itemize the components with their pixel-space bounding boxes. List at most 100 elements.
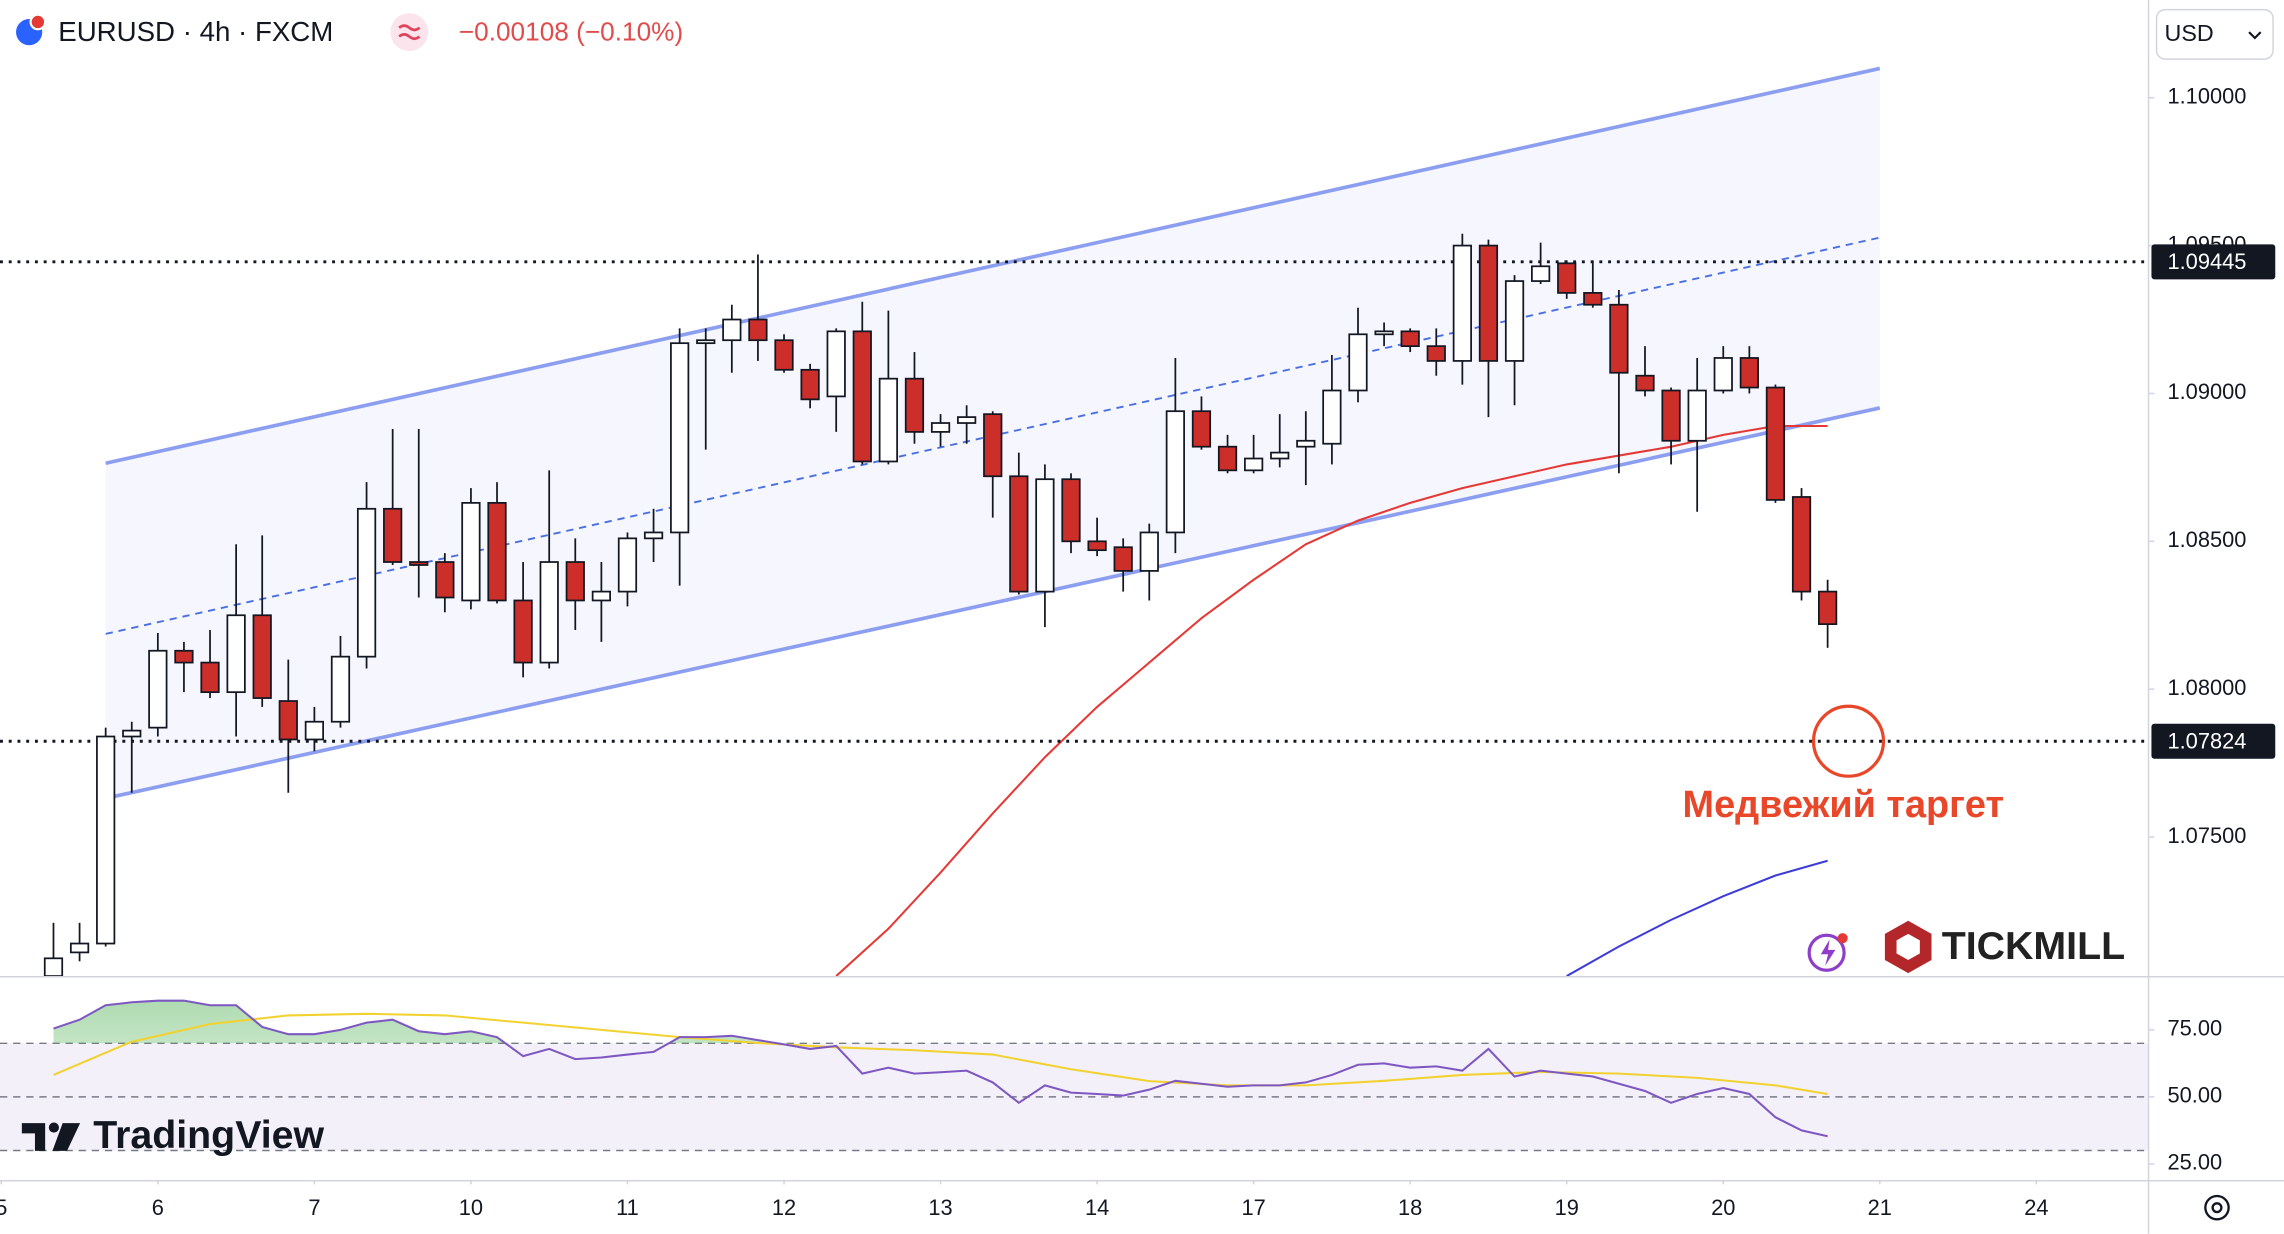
- candle-body: [1818, 590, 1838, 626]
- currency-button[interactable]: [2155, 8, 2274, 60]
- indicator-icon[interactable]: [390, 13, 429, 52]
- candle-body: [826, 330, 846, 398]
- gear-center: [2211, 1202, 2223, 1214]
- candle-body: [96, 735, 116, 945]
- alert-icon[interactable]: [1807, 933, 1846, 972]
- candle-body: [722, 318, 742, 342]
- candle-body: [69, 942, 90, 954]
- candle-body: [461, 502, 481, 602]
- candle-body: [148, 649, 168, 729]
- candle-body: [696, 339, 716, 345]
- candle-body: [1113, 546, 1133, 572]
- candle-body: [1583, 292, 1603, 306]
- candle-body: [878, 377, 898, 463]
- candle-body: [435, 561, 455, 599]
- candle-body: [43, 957, 64, 977]
- level-label-box: [2151, 244, 2276, 280]
- candle-body: [1139, 531, 1159, 572]
- candle-body: [1687, 389, 1707, 442]
- x-tick-label: 7: [308, 1195, 320, 1220]
- tv-mark: [21, 1123, 46, 1151]
- candle-body: [1609, 303, 1629, 374]
- y-tick-label: 1.07500: [2167, 823, 2246, 848]
- candle-body: [1765, 386, 1786, 501]
- candle-body: [252, 614, 272, 699]
- chevron: [2248, 31, 2262, 40]
- candle-body: [748, 318, 768, 342]
- candle-body: [1244, 457, 1264, 472]
- candle-body: [1322, 389, 1342, 445]
- candle-body: [800, 368, 820, 401]
- x-tick-label: 20: [1711, 1195, 1735, 1220]
- y-tick-label: 1.09000: [2167, 379, 2246, 404]
- x-tick-label: 13: [928, 1195, 952, 1220]
- channel-line: [105, 406, 1881, 801]
- overlay: EURUSD · 4h · FXCM −0.00108 (−0.10%) USD…: [16, 8, 2274, 1221]
- candle-body: [1739, 357, 1759, 389]
- candle-body: [1557, 262, 1577, 294]
- x-tick-label: 12: [772, 1195, 796, 1220]
- candle-body: [983, 413, 1003, 478]
- candle-body: [1061, 478, 1081, 543]
- x-tick-label: 18: [1398, 1195, 1422, 1220]
- candle-body: [1713, 357, 1733, 392]
- candle-body: [409, 561, 429, 566]
- candle-body: [1791, 496, 1812, 593]
- price-change: −0.00108 (−0.10%): [459, 17, 683, 47]
- x-tick-label: 6: [152, 1195, 164, 1220]
- candle-body: [1087, 540, 1107, 552]
- rsi-pane: [0, 999, 2149, 1152]
- x-tick-label: 19: [1555, 1195, 1579, 1220]
- channel-line: [105, 66, 1881, 466]
- symbol: EURUSD · 4h · FXCM: [58, 16, 333, 47]
- candle-body: [1348, 333, 1368, 392]
- candle-body: [122, 729, 142, 738]
- tv-mark-dot: [48, 1122, 59, 1133]
- indicator-glyph: [398, 24, 421, 41]
- candle-body: [174, 649, 194, 664]
- x-tick-label: 5: [0, 1195, 7, 1220]
- candle-body: [304, 720, 325, 741]
- y-tick-label: 1.10000: [2167, 83, 2246, 108]
- candle-body: [1635, 374, 1655, 392]
- watermark: TradingView: [93, 1113, 324, 1157]
- candle-body: [1009, 475, 1029, 593]
- candle-body: [617, 537, 638, 593]
- x-tick-label: 24: [2024, 1195, 2048, 1220]
- candle-body: [1217, 445, 1238, 472]
- candle-body: [1400, 330, 1420, 348]
- candle-body: [1374, 330, 1394, 336]
- alert-bolt: [1820, 939, 1836, 966]
- tickmill-mark-inner: [1896, 933, 1920, 961]
- candle-body: [643, 531, 664, 540]
- candle-body: [565, 561, 585, 602]
- annotation: Медвежий таргет: [1683, 784, 2004, 826]
- candle-body: [1191, 410, 1212, 448]
- candle-body: [591, 590, 611, 602]
- candle-body: [1035, 478, 1055, 593]
- alert-dot: [1837, 933, 1848, 944]
- candle-body: [1165, 410, 1185, 534]
- y-tick-label: 1.08500: [2167, 527, 2246, 552]
- candle-body: [1531, 265, 1551, 282]
- y-tick-label: 1.08000: [2167, 675, 2246, 700]
- candle-body: [1504, 280, 1525, 362]
- candle-body: [1426, 345, 1446, 362]
- candle-body: [957, 416, 977, 424]
- candle-body: [513, 599, 533, 664]
- candle-body: [226, 614, 246, 694]
- rsi-line: [53, 999, 1828, 1138]
- settings-button[interactable]: [2204, 1194, 2230, 1221]
- symbol-header[interactable]: EURUSD · 4h · FXCM: [16, 13, 333, 47]
- level-label-box: [2151, 723, 2276, 759]
- candle-body: [852, 330, 872, 463]
- candle-body: [278, 700, 298, 741]
- rsi-overbought-fill: [53, 1000, 778, 1044]
- x-tick-label: 21: [1868, 1195, 1892, 1220]
- level-label: 1.09445: [2167, 249, 2246, 274]
- candle-body: [330, 655, 351, 723]
- candle-body: [1478, 244, 1499, 362]
